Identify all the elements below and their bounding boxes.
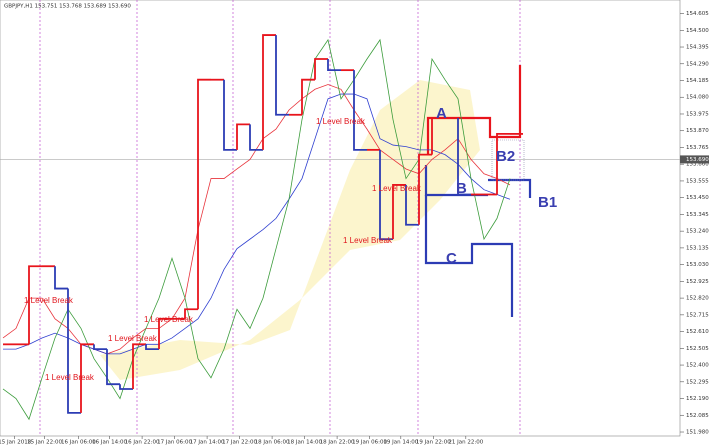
y-tick-label: 153.975 (686, 111, 709, 117)
step-segment (197, 78, 211, 310)
current-price-box (680, 155, 709, 164)
step-segment (223, 79, 237, 151)
annotation: B1 (538, 194, 557, 211)
step-segment (119, 384, 133, 390)
y-tick-label: 153.555 (686, 178, 709, 184)
step-segment (275, 35, 289, 116)
step-segment (392, 184, 406, 240)
y-tick-label: 154.080 (686, 95, 709, 101)
x-tick-label: 16 Jan 06:00 (61, 440, 96, 446)
step-segment (353, 70, 367, 151)
indicator-line (3, 93, 511, 355)
x-tick-label: 15 Jan 2018 (0, 440, 32, 446)
y-tick-label: 154.395 (686, 45, 709, 51)
step-segment (431, 117, 445, 155)
annotation: 1 Level Break (24, 296, 74, 305)
step-segment (301, 78, 315, 115)
annotation: C (446, 250, 457, 267)
x-tick-label: 15 Jan 22:00 (27, 440, 62, 446)
step-segment (80, 343, 94, 413)
x-tick-label: 17 Jan 06:00 (157, 440, 192, 446)
annotation: 1 Level Break (144, 315, 194, 324)
x-tick-label: 19 Jan 22:00 (416, 440, 451, 446)
annotation: 1 Level Break (372, 184, 422, 193)
step-segment (496, 133, 510, 195)
step-segment (93, 344, 107, 351)
y-tick-label: 152.400 (686, 363, 709, 369)
y-tick-label: 154.500 (686, 28, 709, 34)
annotation: 1 Level Break (343, 236, 393, 245)
step-segment (327, 58, 341, 72)
x-tick-label: 18 Jan 22:00 (320, 440, 355, 446)
step-segment (314, 58, 328, 80)
step-segment (145, 344, 159, 351)
current-price-label: 153.690 (686, 157, 709, 163)
x-tick-label: 21 Jan 22:00 (448, 440, 483, 446)
step-segment (67, 288, 81, 414)
step-segment (405, 184, 419, 226)
y-tick-label: 153.660 (686, 162, 709, 168)
y-tick-label: 153.870 (686, 128, 709, 134)
step-segment (249, 124, 263, 151)
annotation: 1 Level Break (316, 117, 366, 126)
x-tick-label: 19 Jan 14:00 (383, 440, 418, 446)
step-segment (54, 266, 68, 290)
y-tick-label: 152.610 (686, 329, 709, 335)
y-tick-label: 153.345 (686, 212, 709, 218)
y-tick-label: 152.820 (686, 296, 709, 302)
step-segment (106, 349, 120, 386)
x-tick-label: 18 Jan 06:00 (255, 440, 290, 446)
x-tick-label: 16 Jan 22:00 (125, 440, 160, 446)
chart-title: GBPJPY,H1 153.751 153.768 153.689 153.69… (4, 4, 131, 10)
level-lines (424, 65, 532, 317)
step-segment (236, 123, 250, 150)
step-segment (28, 265, 42, 345)
annotation: B (456, 180, 467, 197)
step-segment (418, 153, 432, 225)
y-tick-label: 152.085 (686, 413, 709, 419)
y-tick-label: 152.715 (686, 312, 709, 318)
y-tick-label: 152.295 (686, 379, 709, 385)
annotation: 1 Level Break (108, 334, 158, 343)
annotation: B2 (496, 148, 515, 165)
y-tick-label: 153.765 (686, 145, 709, 151)
x-tick-label: 17 Jan 14:00 (190, 440, 225, 446)
y-tick-label: 154.605 (686, 11, 709, 17)
step-segment (262, 34, 276, 150)
x-tick-label: 18 Jan 14:00 (287, 440, 322, 446)
x-tick-label: 19 Jan 06:00 (352, 440, 387, 446)
y-tick-label: 153.030 (686, 262, 709, 268)
y-tick-label: 153.135 (686, 245, 709, 251)
x-tick-label: 17 Jan 22:00 (222, 440, 257, 446)
y-tick-label: 152.505 (686, 346, 709, 352)
step-segment (184, 308, 198, 319)
step-segment (158, 317, 172, 350)
step-segment (132, 343, 146, 389)
y-tick-label: 153.240 (686, 229, 709, 235)
x-tick-label: 16 Jan 14:00 (92, 440, 127, 446)
annotation: 1 Level Break (45, 373, 95, 382)
step-segment (379, 149, 393, 241)
y-tick-label: 154.185 (686, 78, 709, 84)
y-tick-label: 151.980 (686, 430, 709, 436)
y-tick-label: 153.450 (686, 195, 709, 201)
y-tick-label: 152.925 (686, 279, 709, 285)
y-tick-label: 152.190 (686, 396, 709, 402)
step-segment (457, 117, 471, 196)
y-tick-label: 154.290 (686, 61, 709, 67)
cloud (100, 80, 480, 380)
annotation: A (436, 105, 447, 122)
